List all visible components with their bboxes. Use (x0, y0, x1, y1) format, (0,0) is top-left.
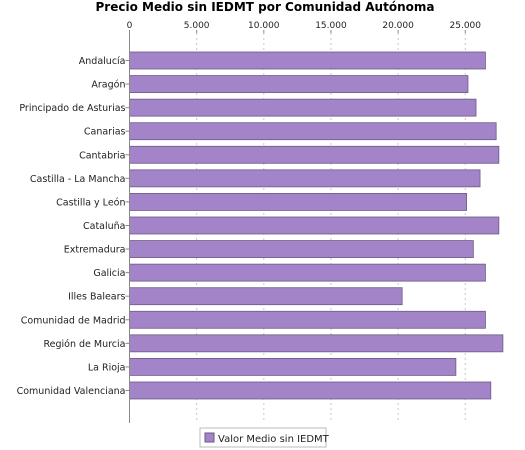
category-label: Extremadura (64, 245, 126, 256)
legend-label: Valor Medio sin IEDMT (218, 434, 330, 445)
chart-title: Precio Medio sin IEDMT por Comunidad Aut… (96, 0, 435, 14)
category-label: Cantabria (79, 150, 125, 161)
category-label: Cataluña (83, 221, 126, 232)
category-label: Galicia (93, 268, 125, 279)
category-label: Canarias (84, 127, 126, 138)
bar (129, 263, 486, 282)
x-tick-label: 25.000 (450, 21, 482, 31)
category-label: Comunidad de Madrid (21, 315, 126, 326)
category-label: Aragón (91, 80, 125, 91)
bar (129, 216, 500, 235)
category-label: Región de Murcia (43, 339, 125, 350)
bar (129, 310, 486, 329)
bar (129, 51, 486, 70)
category-label: Castilla y León (56, 197, 125, 208)
legend-swatch (204, 432, 215, 443)
category-label: Illes Balears (68, 292, 125, 303)
bar (129, 193, 468, 211)
bar (129, 381, 492, 400)
x-tick-label: 0 (127, 21, 133, 31)
bar (129, 287, 403, 306)
category-label: Andalucía (79, 56, 126, 67)
bar (129, 145, 500, 164)
bar (129, 240, 474, 258)
x-tick-label: 20.000 (382, 21, 414, 31)
category-label: Principado de Asturias (19, 103, 125, 114)
x-tick-label: 15.000 (315, 21, 347, 31)
x-tick-label: 10.000 (248, 21, 280, 31)
bar (129, 334, 504, 353)
category-label: Comunidad Valenciana (17, 386, 126, 397)
legend-frame (199, 427, 327, 448)
bar (129, 75, 469, 93)
x-tick-label: 5.000 (184, 21, 210, 31)
bar (129, 358, 457, 376)
legend: Valor Medio sin IEDMT (199, 427, 330, 448)
bar (129, 98, 477, 117)
category-label: La Rioja (88, 362, 126, 373)
bar (129, 122, 497, 141)
category-label: Castilla - La Mancha (30, 174, 126, 185)
bar (129, 169, 481, 188)
